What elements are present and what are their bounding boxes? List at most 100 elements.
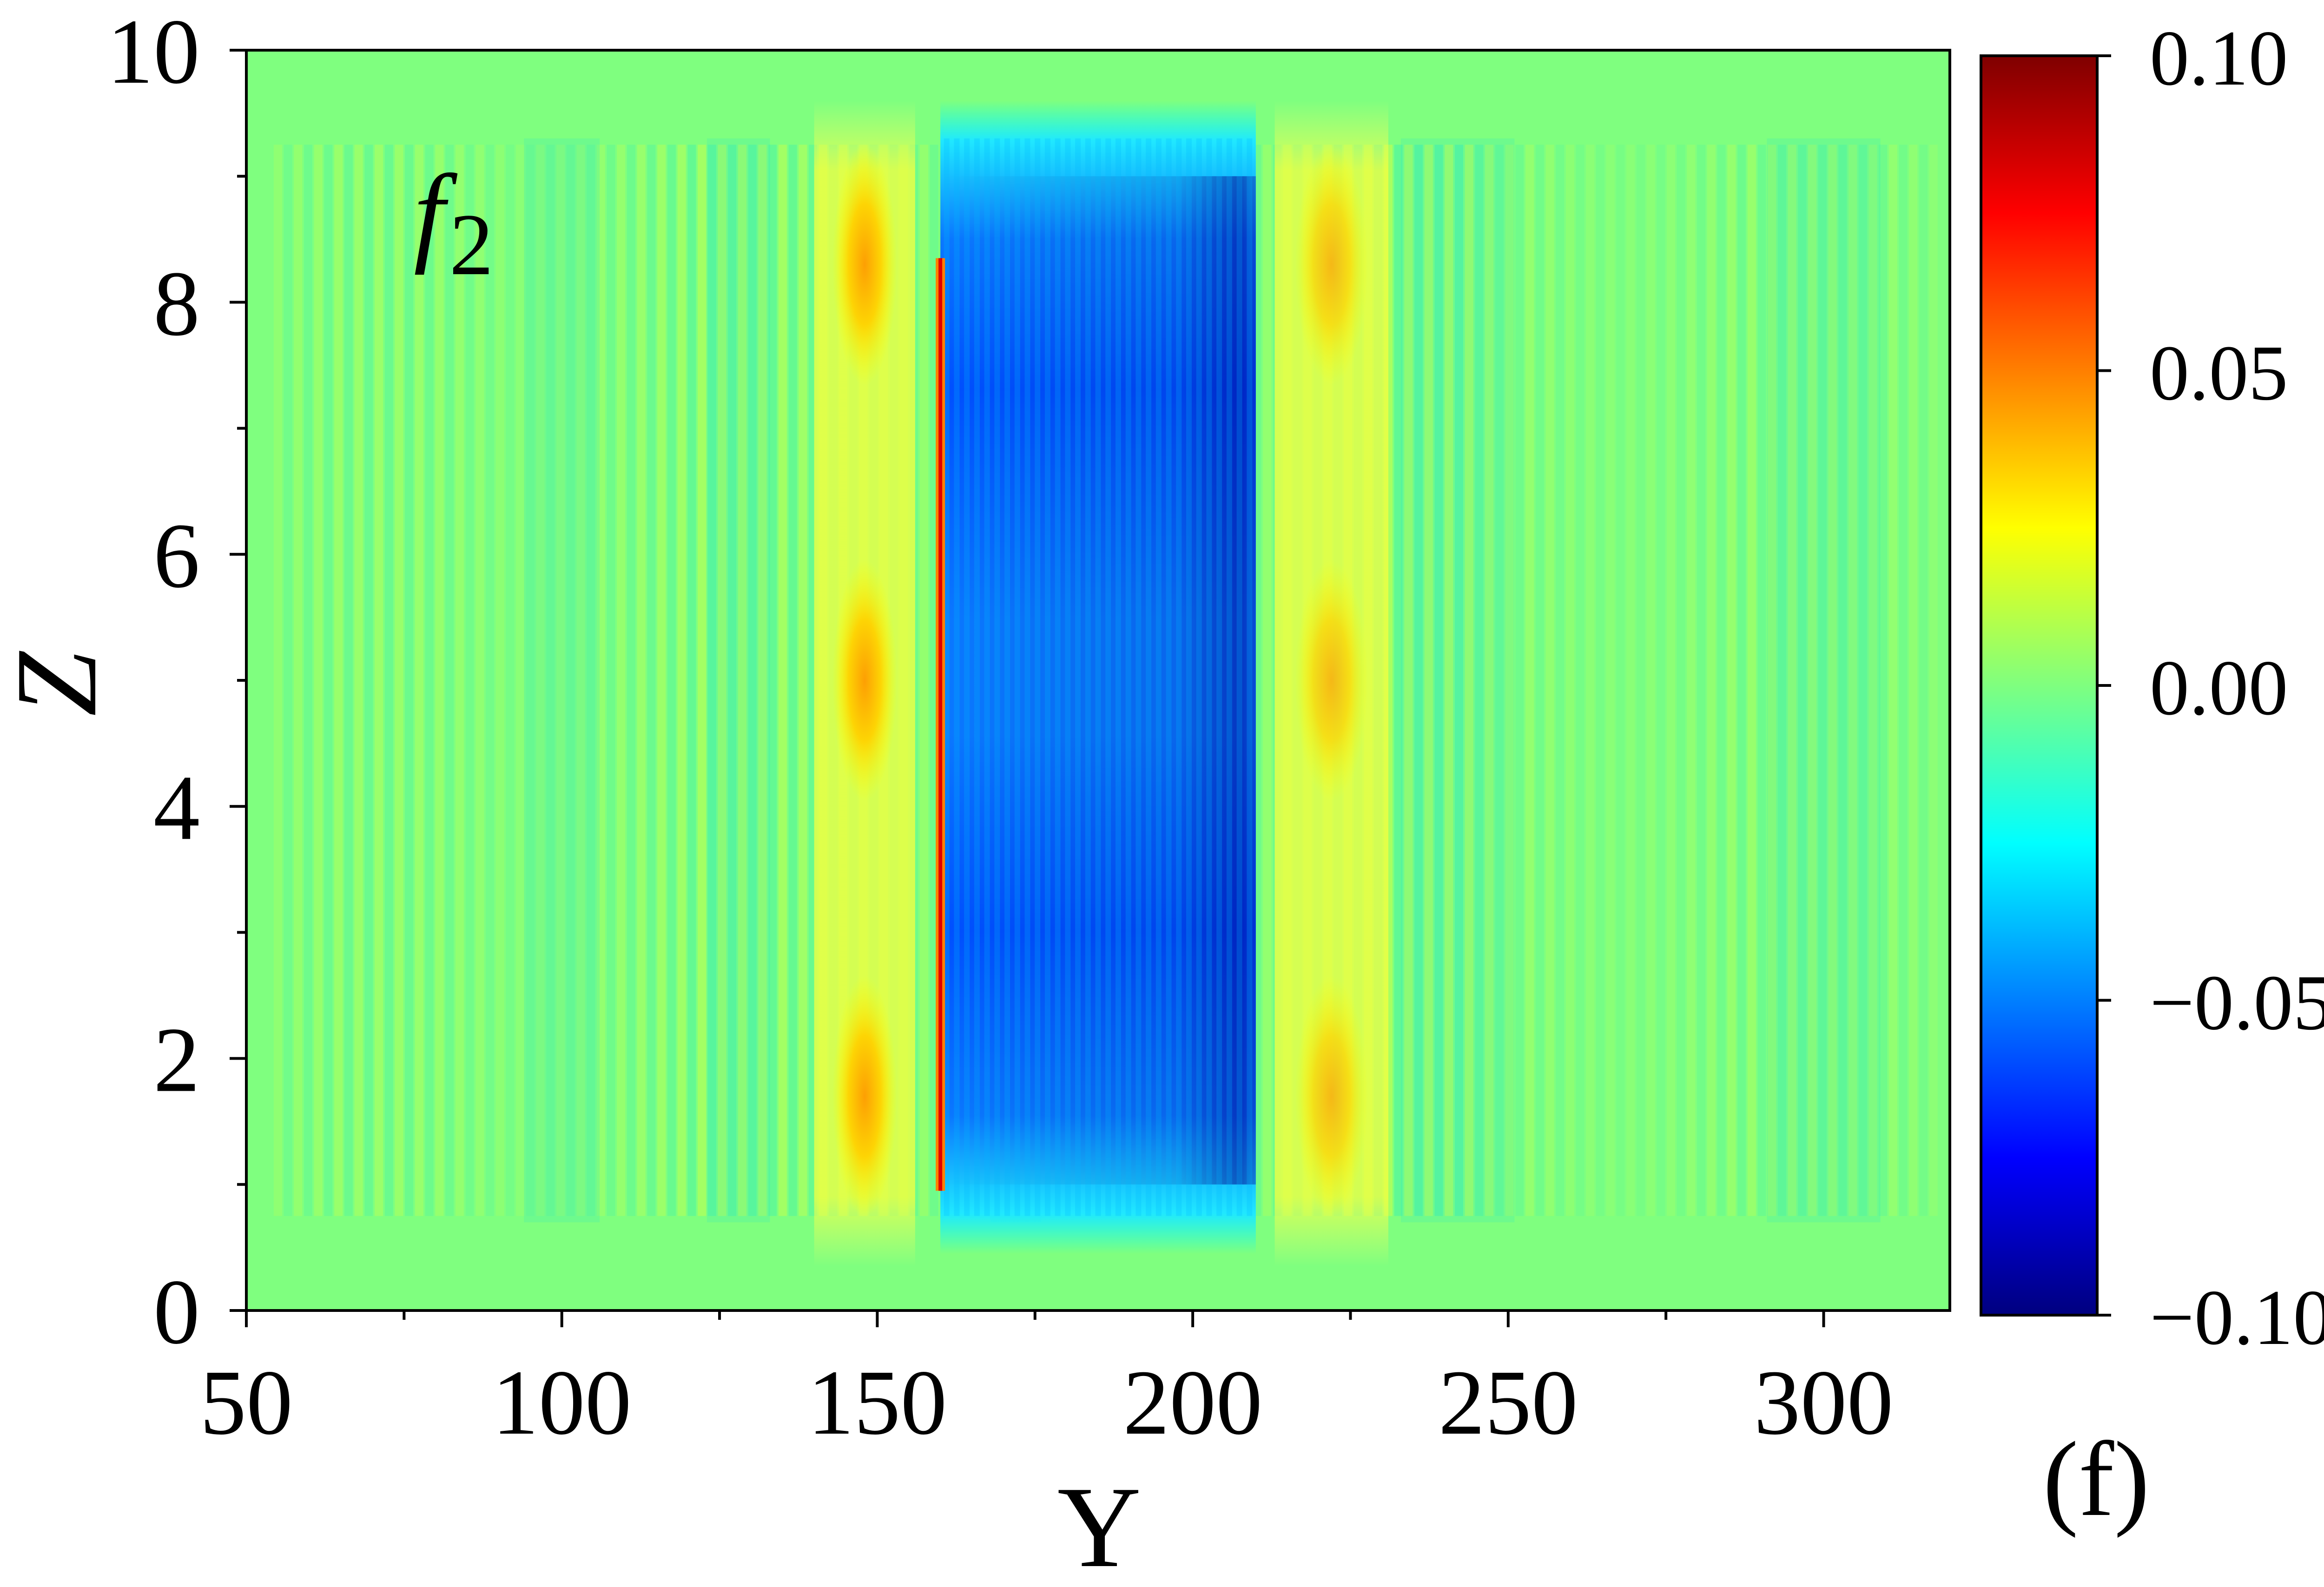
fringe-stripe bbox=[1788, 145, 1796, 1216]
fringe-stripe bbox=[566, 145, 575, 1216]
band-striation bbox=[994, 138, 1000, 1216]
x-tick-label: 250 bbox=[1439, 1351, 1578, 1454]
fringe-stripe bbox=[1404, 145, 1413, 1216]
band-striation bbox=[1136, 138, 1142, 1216]
fringe-stripe bbox=[1747, 145, 1756, 1216]
yellow-columns bbox=[814, 100, 1388, 1267]
fringe-stripe bbox=[1646, 145, 1655, 1216]
x-tick-label: 150 bbox=[807, 1351, 947, 1454]
band-striation bbox=[1024, 138, 1030, 1216]
fringe-stripe bbox=[435, 145, 444, 1216]
plot-area bbox=[246, 50, 1950, 1310]
fringe-stripe bbox=[1596, 145, 1604, 1216]
band-striation bbox=[984, 138, 990, 1216]
fringe-stripe bbox=[1616, 145, 1625, 1216]
fringe-stripe bbox=[1394, 145, 1403, 1216]
cyan-shade bbox=[706, 138, 770, 1223]
colorbar-tick-label: 0.10 bbox=[2150, 14, 2288, 102]
fringe-stripe bbox=[475, 145, 484, 1216]
fringe-stripe bbox=[304, 145, 313, 1216]
f2-annotation: f2 bbox=[414, 151, 494, 294]
fringe-stripe bbox=[1545, 145, 1554, 1216]
x-tick-label: 200 bbox=[1123, 1351, 1262, 1454]
fringe-stripe bbox=[1606, 145, 1615, 1216]
fringe-stripe bbox=[1838, 145, 1847, 1216]
fringe-stripe bbox=[1495, 145, 1504, 1216]
fringe-stripe bbox=[576, 145, 585, 1216]
band-striation bbox=[1186, 138, 1192, 1216]
fringe-stripe bbox=[728, 145, 737, 1216]
fringe-stripe bbox=[1475, 145, 1484, 1216]
fringe-stripe bbox=[667, 145, 676, 1216]
fringe-stripe bbox=[738, 145, 746, 1216]
fringe-stripe bbox=[617, 145, 626, 1216]
fringe-stripe bbox=[1263, 145, 1272, 1216]
fringe-stripe bbox=[1535, 145, 1544, 1216]
colorbar-tick-label: −0.05 bbox=[2150, 959, 2324, 1047]
fringe-stripe bbox=[1808, 145, 1817, 1216]
hotspot bbox=[832, 975, 897, 1217]
fringe-stripe bbox=[495, 145, 504, 1216]
colorbar-gradient bbox=[1980, 54, 2099, 1317]
fringe-stripe bbox=[506, 145, 515, 1216]
hotspot bbox=[1295, 144, 1368, 386]
band-striation bbox=[954, 138, 960, 1216]
fringe-stripe bbox=[1888, 145, 1897, 1216]
fringe-stripe bbox=[334, 145, 343, 1216]
fringe-stripe bbox=[1465, 145, 1473, 1216]
band-striation bbox=[1247, 138, 1253, 1216]
fringe-stripe bbox=[1818, 145, 1827, 1216]
fringe-stripe bbox=[425, 145, 434, 1216]
y-tick-label: 2 bbox=[153, 1009, 200, 1112]
band-striation bbox=[1004, 138, 1010, 1216]
fringe-stripe bbox=[284, 145, 292, 1216]
fringe-stripe bbox=[556, 145, 565, 1216]
fringe-stripe bbox=[748, 145, 757, 1216]
band-striation bbox=[1166, 138, 1172, 1216]
y-axis: 0 2 4 6 8 10 bbox=[107, 0, 246, 1363]
fringe-stripe bbox=[1828, 145, 1837, 1216]
fringe-stripe bbox=[536, 145, 545, 1216]
fringe-stripe bbox=[1414, 145, 1423, 1216]
fringe-stripe bbox=[375, 145, 383, 1216]
fringe-stripe bbox=[405, 145, 414, 1216]
fringe-stripe bbox=[1445, 145, 1453, 1216]
fringe-stripe bbox=[1737, 145, 1746, 1216]
fringe-stripe bbox=[1454, 145, 1463, 1216]
fringe-stripe bbox=[354, 145, 363, 1216]
fringe-stripe bbox=[1677, 145, 1685, 1216]
fringe-stripe bbox=[314, 145, 323, 1216]
fringe-stripe bbox=[273, 145, 282, 1216]
y-tick-label: 4 bbox=[153, 757, 200, 859]
band-striation bbox=[1236, 138, 1242, 1216]
band-striation bbox=[1035, 138, 1041, 1216]
colorbar-tick-label: −0.10 bbox=[2150, 1274, 2324, 1361]
fringe-stripe bbox=[344, 145, 353, 1216]
f2-annotation-subscript: 2 bbox=[449, 196, 494, 294]
fringe-stripe bbox=[687, 145, 696, 1216]
fringe-stripe bbox=[788, 145, 797, 1216]
fringe-stripe bbox=[637, 145, 646, 1216]
band-striation bbox=[1196, 138, 1202, 1216]
fringe-stripe bbox=[627, 145, 636, 1216]
band-striation bbox=[1014, 138, 1020, 1216]
band-striation bbox=[1216, 138, 1222, 1216]
cyan-shade bbox=[1767, 138, 1881, 1223]
fringe-stripe bbox=[1505, 145, 1514, 1216]
fringe-stripe bbox=[324, 145, 333, 1216]
fringe-stripe bbox=[707, 145, 716, 1216]
fringe-stripe bbox=[1626, 145, 1635, 1216]
fringe-stripe bbox=[465, 145, 474, 1216]
fringe-stripe bbox=[395, 145, 403, 1216]
band-striation bbox=[944, 138, 950, 1216]
fringe-stripe bbox=[919, 145, 928, 1216]
band-striation bbox=[1146, 138, 1152, 1216]
cyan-shade bbox=[524, 138, 600, 1223]
panel-label: (f) bbox=[2043, 1420, 2150, 1538]
fringe-stripe bbox=[546, 145, 555, 1216]
fringe-stripe bbox=[1717, 145, 1726, 1216]
fringe-stripe bbox=[1556, 145, 1565, 1216]
fringe-stripe bbox=[758, 145, 767, 1216]
x-axis-label: Y bbox=[1057, 1463, 1142, 1587]
hotspot bbox=[1295, 975, 1368, 1217]
